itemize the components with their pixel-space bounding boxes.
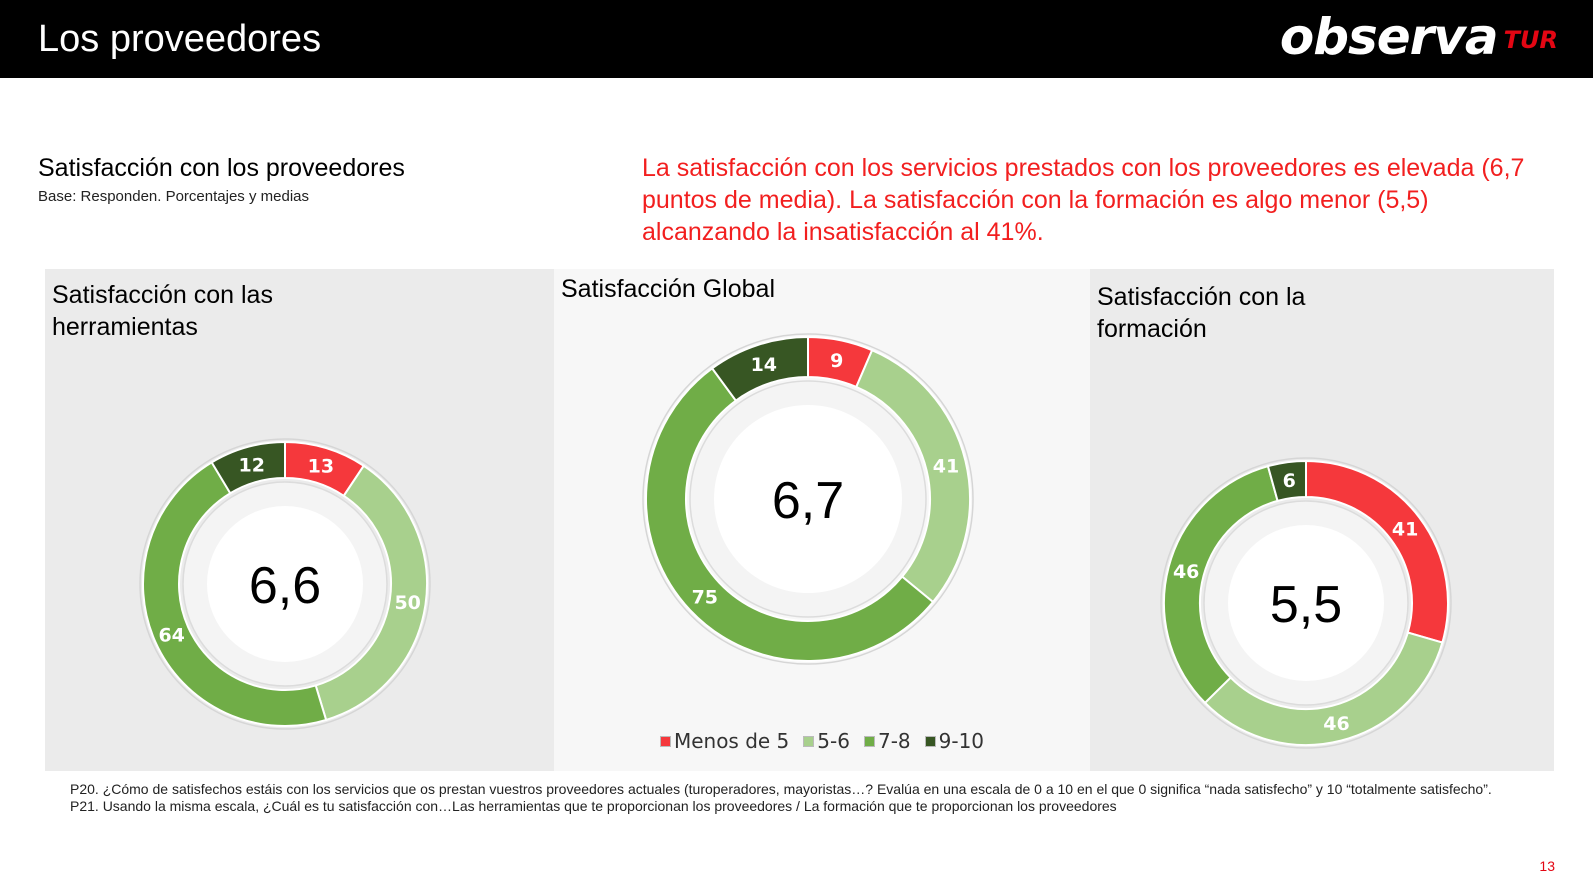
- segment-9-10: [210, 440, 286, 495]
- footnote-p20: P20. ¿Cómo de satisfechos estáis con los…: [70, 781, 1492, 797]
- donut-center: [714, 405, 902, 593]
- legend-item: 9-10: [924, 729, 985, 753]
- data-label: 41: [933, 456, 959, 478]
- footnote: P20. ¿Cómo de satisfechos estáis con los…: [70, 781, 1550, 815]
- footnote-p21: P21. Usando la misma escala, ¿Cuál es tu…: [70, 798, 1117, 814]
- legend-item: 7-8: [863, 729, 911, 753]
- chart-panel-formacion: Satisfacción con la formación 41 46 46 6 5,5: [1090, 269, 1554, 771]
- donut-chart-formacion: 41 46 46 6 5,5: [1160, 457, 1452, 749]
- center-value: 6,6: [249, 557, 321, 615]
- segment-7-8: [645, 366, 935, 662]
- center-value: 6,7: [772, 472, 844, 530]
- chart-panel-herramientas: Satisfacción con las herramientas 13 50 64…: [45, 269, 554, 771]
- chart-title: Satisfacción con la formación: [1097, 283, 1306, 343]
- legend-swatch-menos5: [659, 735, 671, 747]
- segment-7-8: [142, 461, 328, 727]
- legend-label: 9-10: [938, 729, 985, 753]
- legend-item: Menos de 5: [659, 729, 790, 753]
- legend-label: 7-8: [877, 729, 911, 753]
- data-label: 46: [1323, 713, 1349, 735]
- section-subtitle: Base: Responden. Porcentajes y medias: [38, 188, 309, 205]
- data-label: 75: [692, 587, 718, 609]
- data-label: 50: [394, 592, 420, 614]
- donut-chart-herramientas: 13 50 64 12 6,6: [139, 438, 431, 730]
- data-label: 6: [1283, 470, 1296, 492]
- donut-chart-global: 9 41 75 14 6,7: [642, 333, 974, 665]
- legend-swatch-7-8: [863, 735, 875, 747]
- legend-label: 5-6: [817, 729, 850, 753]
- legend-item: 5-6: [803, 729, 850, 753]
- segment-9-10: [1266, 459, 1307, 503]
- logo-main-text: observa: [1279, 8, 1499, 66]
- chart-title: Satisfacción con las herramientas: [52, 281, 273, 341]
- data-label: 64: [158, 624, 184, 646]
- data-label: 13: [308, 455, 334, 477]
- chart-title: Satisfacción Global: [561, 275, 776, 303]
- legend-swatch-9-10: [924, 735, 936, 747]
- logo-sub-text: TUR: [1503, 26, 1558, 54]
- data-label: 14: [751, 354, 777, 376]
- center-value: 5,5: [1270, 576, 1342, 634]
- page-number: 13: [1539, 858, 1555, 874]
- legend-label: Menos de 5: [673, 729, 790, 753]
- donut-outer-ring: [1160, 457, 1452, 749]
- chart-legend: Menos de 5 5-6 7-8 9-10: [554, 729, 1090, 753]
- legend-swatch-5-6: [803, 735, 815, 747]
- donut-center: [1228, 525, 1384, 681]
- segment-9-10: [710, 335, 809, 403]
- donut-outer-ring: [642, 333, 974, 665]
- data-label: 46: [1173, 561, 1199, 583]
- highlight-text: La satisfacción con los servicios presta…: [642, 154, 1525, 246]
- chart-panel-global: Satisfacción Global 9 41 75 14 6,7 Menos de …: [554, 269, 1090, 771]
- data-label: 9: [830, 350, 843, 372]
- observatur-logo: observa TUR: [1280, 6, 1558, 68]
- data-label: 41: [1392, 519, 1418, 541]
- segment-5-6: [314, 464, 428, 722]
- donut-center: [207, 506, 363, 662]
- header-bar: Los proveedores observa TUR: [0, 0, 1593, 78]
- donut-outer-ring: [139, 438, 431, 730]
- page-title: Los proveedores: [38, 18, 322, 60]
- section-title: Satisfacción con los proveedores: [38, 154, 405, 182]
- data-label: 12: [239, 455, 265, 477]
